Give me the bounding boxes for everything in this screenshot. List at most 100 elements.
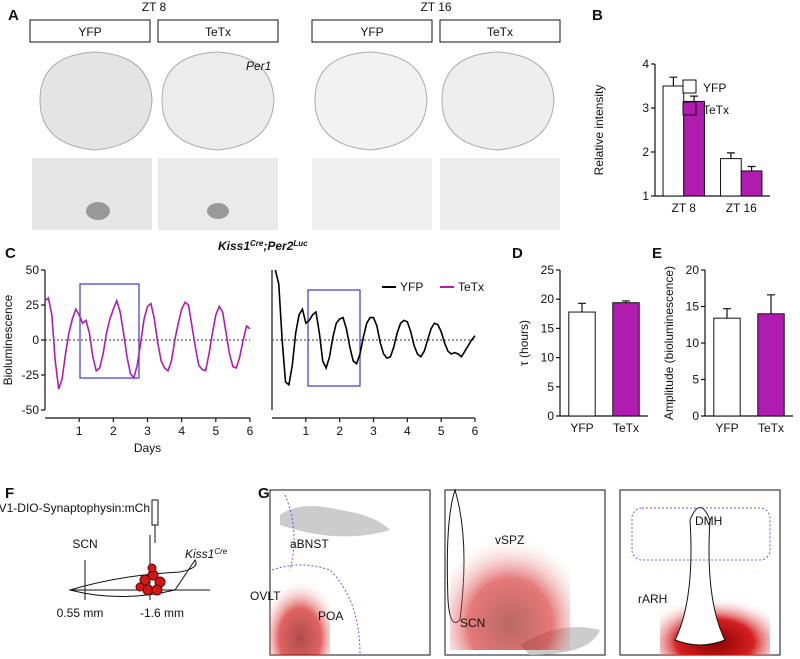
construct-label: AAV1-DIO-Synaptophysin:mCh <box>0 501 150 515</box>
x-tick-label: 3 <box>144 424 151 438</box>
region-label: OVLT <box>250 589 281 603</box>
x-tick-label: 1 <box>76 424 83 438</box>
group-label: TeTx <box>205 25 231 39</box>
y-axis-label: τ (hours) <box>517 320 531 366</box>
y-tick-label: 15 <box>686 300 700 314</box>
y-tick-label: 0 <box>32 333 39 347</box>
x-tick-label: TeTx <box>613 421 639 435</box>
x-tick-label: 4 <box>404 424 411 438</box>
x-tick-label: 4 <box>178 424 185 438</box>
panel-label: F <box>5 485 14 502</box>
gene-label: Per1 <box>246 59 271 73</box>
site-label: SCN <box>72 537 97 551</box>
y-tick-label: 0 <box>692 409 699 423</box>
x-tick-label: TeTx <box>758 421 784 435</box>
series-line <box>44 296 251 390</box>
y-axis-label: Relative intensity <box>592 85 606 176</box>
bar <box>740 170 763 197</box>
bar <box>683 100 705 197</box>
x-tick-label: 3 <box>370 424 377 438</box>
legend-label: TeTx <box>703 103 729 117</box>
y-tick-label: -50 <box>22 403 40 417</box>
brain-diagram <box>68 499 210 600</box>
text-part: Kiss1 <box>218 239 250 253</box>
error-bar <box>767 294 775 314</box>
bar <box>568 311 596 417</box>
text-part: Luc <box>293 239 308 248</box>
text-part: Kiss1 <box>185 547 214 561</box>
region-label: DMH <box>695 514 722 528</box>
region-label: POA <box>318 609 343 623</box>
y-tick-label: 25 <box>26 298 40 312</box>
y-axis-label: Bioluminescence <box>1 294 15 385</box>
region-label: rARH <box>638 592 667 606</box>
mouse-label: Kiss1Cre <box>185 547 228 562</box>
error-bar <box>747 165 756 171</box>
position-label: -1.6 mm <box>140 606 184 620</box>
group-title: ZT 8 <box>142 0 167 14</box>
y-tick-label: 10 <box>541 351 555 365</box>
legend-swatch <box>682 101 697 116</box>
y-axis-label: Amplitude (bioluminescence) <box>662 266 676 420</box>
in-situ-images <box>32 51 560 230</box>
y-tick-label: 5 <box>547 380 554 394</box>
x-tick-label: YFP <box>570 421 593 435</box>
legend-label: YFP <box>400 280 423 294</box>
x-tick-label: ZT 16 <box>726 201 757 215</box>
label-box <box>157 19 279 43</box>
label-box <box>311 19 433 43</box>
y-tick-label: 0 <box>547 409 554 423</box>
region-label: SCN <box>460 616 485 630</box>
y-tick-label: 5 <box>692 373 699 387</box>
error-bar <box>726 152 735 159</box>
panel-label: G <box>258 485 270 502</box>
y-tick-label: 20 <box>686 263 700 277</box>
y-tick-label: 3 <box>642 101 649 115</box>
x-tick-label: 6 <box>247 424 254 438</box>
text-part: Cre <box>250 239 264 248</box>
highlight-box <box>79 283 140 379</box>
panel-label: A <box>8 7 19 24</box>
x-axis-label: Days <box>134 441 161 455</box>
x-tick-label: 1 <box>302 424 309 438</box>
group-title: ZT 16 <box>420 0 451 14</box>
bar <box>612 302 640 417</box>
x-tick-label: YFP <box>715 421 738 435</box>
label-box <box>439 19 561 43</box>
error-bar <box>578 302 586 313</box>
y-tick-label: 2 <box>642 145 649 159</box>
histology-images <box>269 488 781 656</box>
legend-swatch <box>682 79 697 94</box>
panel-label: E <box>652 245 662 262</box>
series-line <box>274 269 476 387</box>
region-label: aBNST <box>290 537 329 551</box>
error-bar <box>622 300 630 303</box>
text-part: ;Per2 <box>263 239 293 253</box>
y-tick-label: -25 <box>22 368 40 382</box>
y-tick-label: 15 <box>541 321 555 335</box>
bar <box>757 313 785 417</box>
chart-title: Kiss1Cre;Per2Luc <box>218 239 308 254</box>
panel-label: D <box>512 245 523 262</box>
y-tick-label: 4 <box>642 57 649 71</box>
bar <box>720 158 742 197</box>
group-label: YFP <box>78 25 101 39</box>
position-label: 0.55 mm <box>57 606 104 620</box>
panel-label: B <box>592 7 603 24</box>
bar <box>713 317 741 417</box>
y-tick-label: 25 <box>541 263 555 277</box>
x-tick-label: ZT 8 <box>672 201 697 215</box>
y-tick-label: 50 <box>26 263 40 277</box>
bar <box>662 85 685 197</box>
legend-label: YFP <box>703 81 726 95</box>
text-part: Cre <box>214 547 227 556</box>
y-tick-label: 1 <box>642 189 649 203</box>
x-tick-label: 5 <box>212 424 219 438</box>
x-tick-label: 5 <box>438 424 445 438</box>
x-tick-label: 6 <box>472 424 479 438</box>
x-tick-label: 2 <box>336 424 343 438</box>
highlight-box <box>307 289 361 387</box>
legend-label: TeTx <box>458 280 484 294</box>
